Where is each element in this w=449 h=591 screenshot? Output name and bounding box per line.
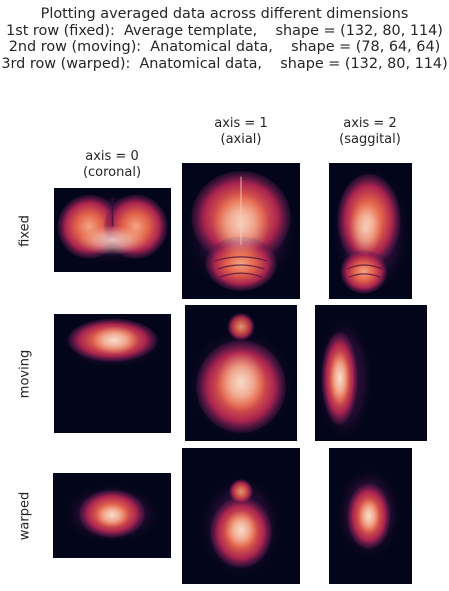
row-label-fixed: fixed [18, 215, 33, 247]
column-title-line: axis = 0 [54, 149, 170, 165]
brain-image [53, 473, 171, 558]
column-title-saggital: axis = 2 (saggital) [314, 116, 426, 147]
brain-image [54, 314, 171, 433]
brain-image [182, 163, 300, 299]
column-title-line: (saggital) [314, 132, 426, 148]
row-label-moving: moving [18, 350, 33, 398]
panel-fixed-axial [182, 163, 300, 299]
panel-fixed-coronal [54, 188, 171, 272]
panel-moving-saggital [315, 305, 427, 441]
title-line: 1st row (fixed): Average template, shape… [0, 23, 449, 40]
panel-moving-axial [185, 305, 297, 441]
title-line: 3rd row (warped): Anatomical data, shape… [0, 56, 449, 73]
title-line: Plotting averaged data across different … [0, 6, 449, 23]
brain-image [185, 305, 297, 441]
panel-warped-saggital [329, 448, 412, 584]
column-title-axial: axis = 1 (axial) [182, 116, 300, 147]
panel-fixed-saggital [329, 163, 412, 299]
brain-image [182, 448, 300, 584]
column-title-coronal: axis = 0 (coronal) [54, 149, 170, 180]
panel-warped-coronal [53, 473, 171, 558]
panel-warped-axial [182, 448, 300, 584]
figure-title: Plotting averaged data across different … [0, 6, 449, 72]
column-title-line: (axial) [182, 132, 300, 148]
panel-moving-coronal [54, 314, 171, 433]
row-label-warped: warped [18, 492, 33, 540]
brain-image [329, 448, 412, 584]
column-title-line: axis = 1 [182, 116, 300, 132]
brain-image [54, 188, 171, 272]
brain-image [315, 305, 427, 441]
column-title-line: axis = 2 [314, 116, 426, 132]
brain-image [329, 163, 412, 299]
title-line: 2nd row (moving): Anatomical data, shape… [0, 39, 449, 56]
column-title-line: (coronal) [54, 165, 170, 181]
